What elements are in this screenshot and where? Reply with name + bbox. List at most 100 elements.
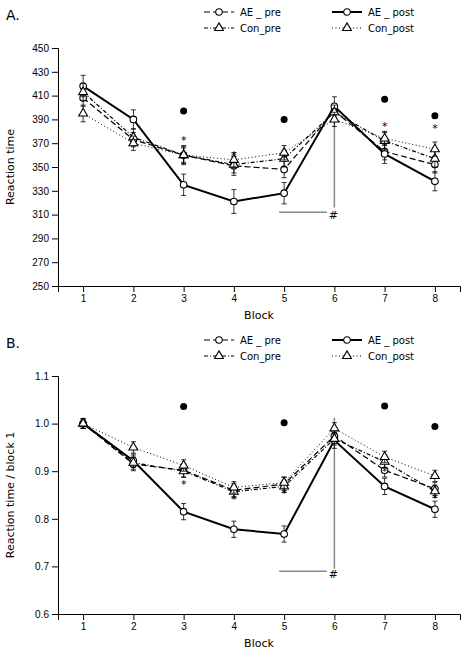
tick-label: 4: [232, 293, 238, 304]
error-bar: [282, 526, 287, 542]
tick-label: 4: [232, 621, 238, 632]
tick-label: 0.8: [35, 514, 49, 525]
marker: [180, 508, 187, 515]
tick-mark: [52, 191, 58, 192]
tick-label: 8: [433, 293, 439, 304]
marker: [129, 458, 138, 466]
series-line: [83, 424, 435, 534]
marker: [330, 423, 339, 431]
tick-label: 5: [282, 293, 288, 304]
tick-label: 6: [332, 621, 338, 632]
tick-label: 2: [131, 293, 137, 304]
tick-label: 370: [32, 138, 49, 149]
tick-mark: [52, 376, 58, 377]
tick: 430: [32, 67, 58, 78]
tick: 5: [282, 286, 288, 304]
chart: 1234567825027029031033035037039041043045…: [0, 0, 474, 656]
error-bar: [181, 504, 186, 520]
tick-label: 1.1: [35, 371, 49, 382]
error-bar: [282, 150, 287, 167]
legend-entry: Con_pre: [204, 23, 281, 35]
tick-mark: [284, 614, 285, 620]
tick-label: 7: [382, 621, 388, 632]
legend-entry: Con_pre: [204, 351, 281, 363]
tick-mark: [83, 614, 84, 620]
panel-title: A.: [6, 7, 20, 23]
tick-mark: [334, 614, 335, 620]
marker: [281, 190, 288, 197]
marker: [229, 482, 238, 490]
tick-mark: [52, 262, 58, 263]
legend-label: Con_pre: [240, 23, 281, 35]
tick-mark: [52, 48, 58, 49]
series-line: [83, 424, 435, 488]
tick: 4: [232, 614, 238, 632]
series: [79, 105, 440, 167]
tick-label: 250: [32, 281, 49, 292]
series: [79, 418, 440, 497]
annotation: #: [329, 209, 338, 222]
marker: [231, 526, 238, 533]
legend-label: Con_pre: [240, 351, 281, 363]
tick-label: 2: [131, 621, 137, 632]
y-axis-title: Reaction time: [4, 129, 17, 205]
marker: [231, 198, 238, 205]
bullet: [431, 423, 438, 430]
tick-mark: [234, 614, 235, 620]
series: [80, 419, 438, 542]
tick: 390: [32, 114, 58, 125]
marker: [432, 506, 439, 513]
marker: [179, 150, 188, 158]
tick-mark: [234, 286, 235, 292]
marker: [79, 87, 88, 95]
tick: 310: [32, 209, 58, 220]
bullet: [281, 419, 288, 426]
tick-label: 330: [32, 186, 49, 197]
bullet: [180, 403, 187, 410]
legend-entry: AE _ pre: [204, 7, 281, 19]
annotation: *: [181, 134, 187, 147]
tick-label: 6: [332, 293, 338, 304]
series-line: [83, 113, 435, 159]
tick: 1.1: [35, 371, 58, 382]
annotation: *: [181, 478, 187, 491]
tick: 410: [32, 90, 58, 101]
marker: [381, 151, 388, 158]
annotation: #: [329, 568, 338, 581]
legend-label: Con_post: [368, 23, 414, 35]
tick-mark: [133, 286, 134, 292]
tick-mark: [385, 614, 386, 620]
legend-label: AE _ pre: [240, 7, 281, 19]
tick: 6: [332, 286, 338, 304]
tick: 250: [32, 281, 58, 292]
tick-mark: [52, 215, 58, 216]
tick-label: 0.6: [35, 609, 49, 620]
legend-marker: [216, 337, 223, 344]
panel: 1234567825027029031033035037039041043045…: [4, 7, 461, 323]
series-line: [83, 98, 435, 169]
x-axis: 12345678: [59, 286, 461, 304]
tick-label: 5: [282, 621, 288, 632]
legend-entry: Con_post: [332, 23, 414, 35]
error-bar: [382, 478, 387, 494]
legend-marker: [344, 9, 351, 16]
annotation: *: [231, 149, 237, 162]
legend-label: AE _ post: [368, 7, 414, 19]
tick-mark: [52, 471, 58, 472]
marker: [380, 133, 389, 141]
marker: [430, 144, 439, 152]
marker: [79, 108, 88, 116]
marker: [79, 418, 88, 426]
marker: [380, 452, 389, 460]
series: [80, 90, 438, 178]
tick: 5: [282, 614, 288, 632]
legend-label: AE _ post: [368, 335, 414, 347]
annotation: *: [281, 152, 287, 165]
tick-label: 0.7: [35, 561, 49, 572]
tick-mark: [52, 238, 58, 239]
tick-mark: [184, 286, 185, 292]
tick-label: 270: [32, 257, 49, 268]
tick-mark: [52, 167, 58, 168]
marker: [180, 182, 187, 189]
legend-marker: [343, 351, 352, 359]
